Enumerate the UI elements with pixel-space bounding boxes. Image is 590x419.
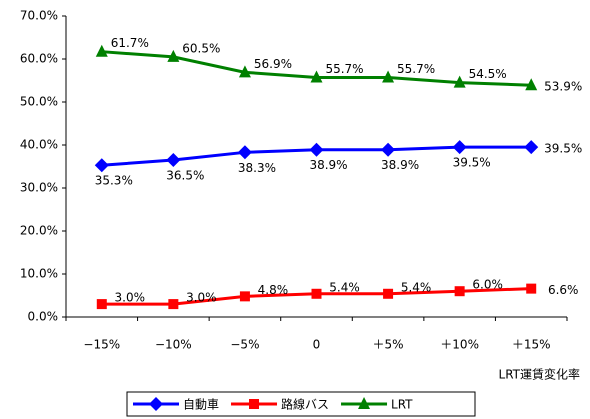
data-label: 3.0%	[115, 291, 146, 305]
marker	[524, 140, 539, 155]
marker	[383, 288, 394, 299]
data-label: 39.5%	[453, 156, 491, 170]
data-label: 6.0%	[472, 278, 503, 292]
marker	[166, 153, 181, 168]
x-tick-label: 0	[313, 338, 321, 352]
data-label: 3.0%	[186, 291, 217, 305]
marker	[452, 140, 467, 155]
data-label: 38.9%	[309, 158, 347, 172]
data-label: 54.5%	[469, 67, 507, 81]
x-axis-title: LRT運賃変化率	[499, 367, 580, 382]
x-tick-label: −5%	[230, 338, 259, 352]
y-tick-label: 50.0%	[20, 95, 58, 109]
y-tick-label: 10.0%	[20, 267, 58, 281]
marker	[453, 75, 466, 88]
legend-box	[126, 391, 476, 417]
x-tick-label: ＋5%	[373, 338, 404, 352]
marker	[310, 70, 323, 83]
marker	[525, 78, 538, 91]
legend-label: 自動車	[183, 398, 219, 412]
data-label: 5.4%	[401, 280, 432, 294]
marker	[311, 288, 322, 299]
marker	[237, 145, 252, 160]
marker	[526, 283, 537, 294]
marker	[358, 397, 371, 409]
marker	[96, 299, 107, 310]
data-label: 6.6%	[548, 283, 579, 297]
y-tick-label: 40.0%	[20, 138, 58, 152]
marker	[454, 286, 465, 297]
data-label: 56.9%	[254, 57, 292, 71]
marker	[309, 142, 324, 157]
marker	[95, 44, 108, 57]
data-label: 39.5%	[544, 142, 582, 156]
legend-label: 路線バス	[281, 397, 329, 412]
data-label: 38.3%	[238, 161, 276, 175]
marker	[238, 65, 251, 78]
x-tick-label: ＋10%	[440, 338, 479, 352]
marker	[381, 142, 396, 157]
y-tick-label: 30.0%	[20, 181, 58, 195]
data-label: 38.9%	[381, 158, 419, 172]
marker	[167, 49, 180, 62]
x-tick-label: ＋15%	[512, 338, 551, 352]
marker	[168, 299, 179, 310]
data-label: 36.5%	[166, 169, 204, 183]
data-label: 53.9%	[544, 80, 582, 94]
y-tick-label: 0.0%	[28, 310, 59, 324]
data-label: 55.7%	[397, 62, 435, 76]
x-tick-label: −15%	[83, 338, 120, 352]
data-label: 35.3%	[95, 174, 133, 188]
x-tick-label: −10%	[155, 338, 192, 352]
data-label: 5.4%	[329, 280, 360, 294]
marker	[239, 291, 250, 302]
y-tick-label: 20.0%	[20, 224, 58, 238]
marker	[149, 397, 163, 411]
marker	[249, 399, 260, 409]
y-tick-label: 60.0%	[20, 52, 58, 66]
data-label: 61.7%	[111, 36, 149, 50]
y-tick-label: 70.0%	[20, 9, 58, 23]
data-label: 55.7%	[325, 62, 363, 76]
legend-label: LRT	[391, 398, 413, 412]
data-label: 60.5%	[182, 41, 220, 55]
data-label: 4.8%	[258, 283, 289, 297]
marker	[382, 70, 395, 83]
marker	[94, 158, 109, 173]
